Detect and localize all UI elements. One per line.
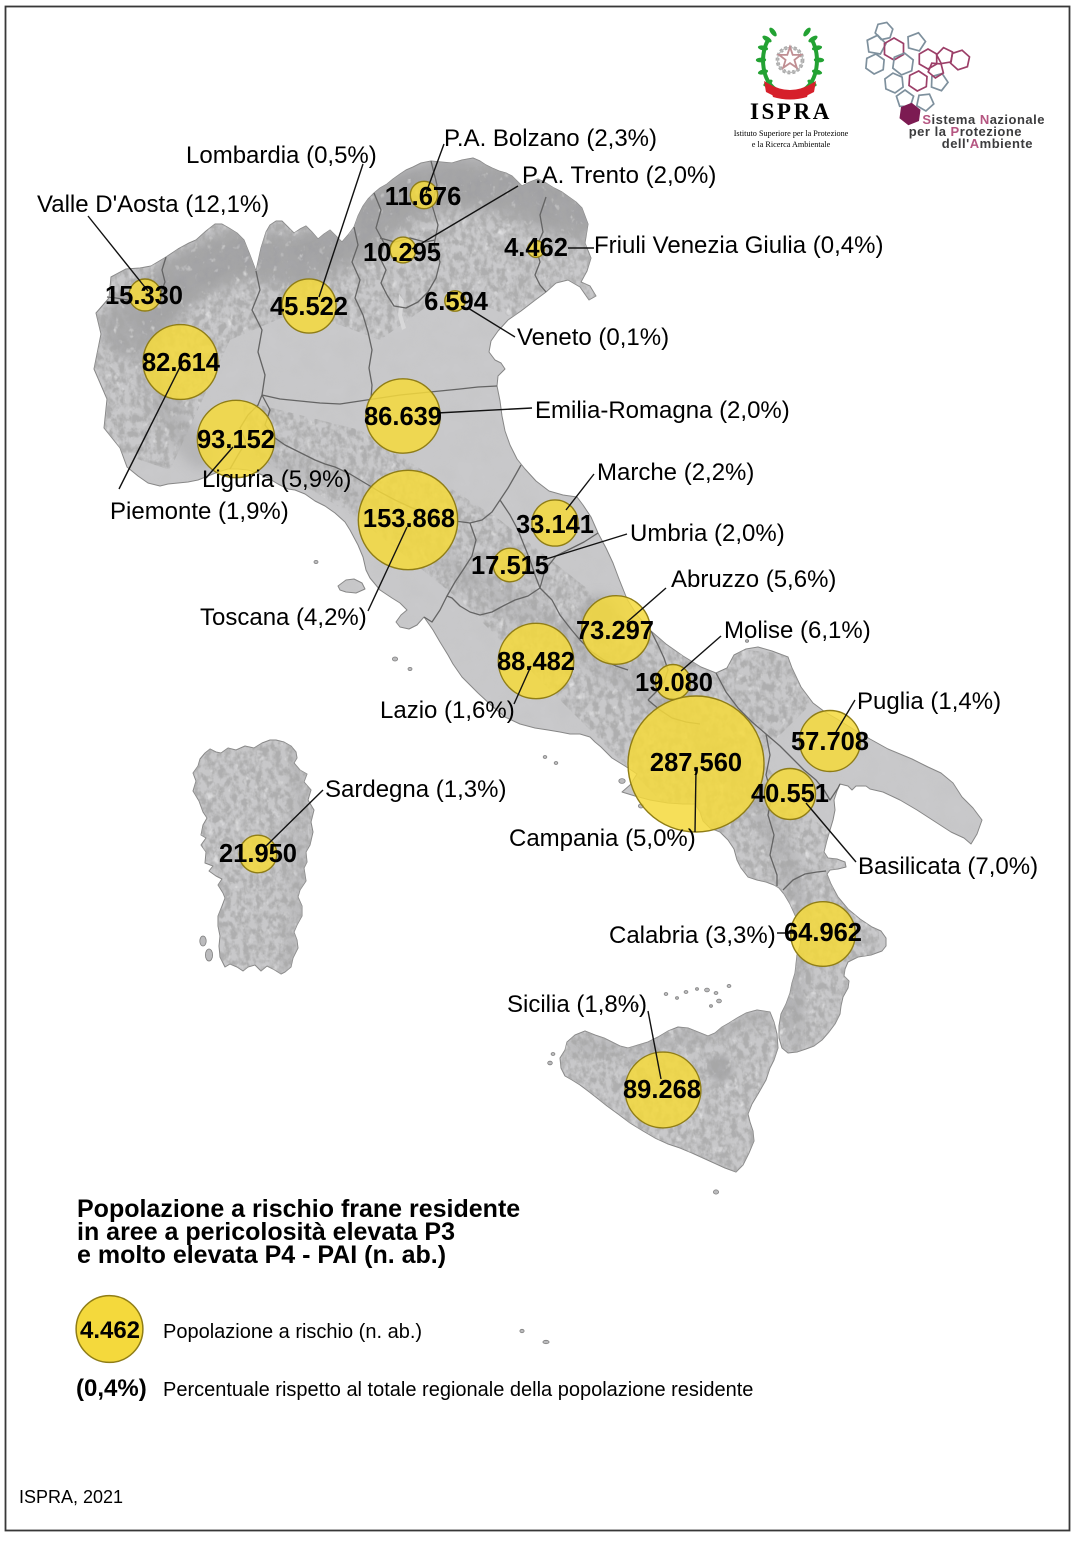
svg-text:Sistema Nazionale: Sistema Nazionale [922, 112, 1045, 127]
svg-text:e molto elevata P4 - PAI (n. a: e molto elevata P4 - PAI (n. ab.) [77, 1241, 446, 1269]
svg-text:Toscana (4,2%): Toscana (4,2%) [200, 604, 367, 631]
svg-text:Umbria (2,0%): Umbria (2,0%) [630, 520, 785, 547]
svg-text:4.462: 4.462 [80, 1317, 140, 1344]
svg-text:P.A. Bolzano (2,3%): P.A. Bolzano (2,3%) [444, 125, 657, 152]
svg-text:21.950: 21.950 [219, 840, 297, 868]
svg-text:Liguria (5,9%): Liguria (5,9%) [202, 466, 351, 493]
svg-text:88.482: 88.482 [497, 648, 575, 676]
svg-text:Valle D'Aosta (12,1%): Valle D'Aosta (12,1%) [37, 191, 269, 218]
svg-text:17.515: 17.515 [471, 552, 549, 580]
svg-text:Marche (2,2%): Marche (2,2%) [597, 459, 754, 486]
svg-text:33.141: 33.141 [516, 511, 594, 539]
svg-text:Lombardia (0,5%): Lombardia (0,5%) [186, 142, 377, 169]
svg-text:Sardegna (1,3%): Sardegna (1,3%) [325, 776, 506, 803]
svg-text:89.268: 89.268 [623, 1076, 701, 1104]
svg-text:Friuli Venezia Giulia (0,4%): Friuli Venezia Giulia (0,4%) [594, 232, 883, 259]
svg-text:287,560: 287,560 [650, 749, 742, 777]
svg-text:(0,4%): (0,4%) [76, 1375, 147, 1402]
svg-text:73.297: 73.297 [576, 617, 654, 645]
svg-text:Lazio (1,6%): Lazio (1,6%) [380, 697, 515, 724]
svg-text:Veneto (0,1%): Veneto (0,1%) [517, 324, 669, 351]
svg-text:6.594: 6.594 [424, 288, 489, 316]
svg-text:per la Protezione: per la Protezione [909, 124, 1022, 139]
svg-text:Puglia (1,4%): Puglia (1,4%) [857, 688, 1001, 715]
svg-text:ISPRA, 2021: ISPRA, 2021 [19, 1487, 123, 1507]
svg-text:in aree a pericolosità elevata: in aree a pericolosità elevata P3 [77, 1218, 455, 1246]
svg-text:Molise (6,1%): Molise (6,1%) [724, 617, 871, 644]
svg-text:64.962: 64.962 [784, 919, 862, 947]
svg-text:dell'Ambiente: dell'Ambiente [942, 136, 1033, 151]
svg-text:Istituto Superiore per la Prot: Istituto Superiore per la Protezione [734, 129, 849, 138]
svg-text:Emilia-Romagna (2,0%): Emilia-Romagna (2,0%) [535, 397, 790, 424]
svg-text:45.522: 45.522 [270, 293, 348, 321]
svg-text:40.551: 40.551 [751, 780, 829, 808]
svg-text:Sicilia (1,8%): Sicilia (1,8%) [507, 991, 647, 1018]
svg-text:15.330: 15.330 [105, 282, 183, 310]
svg-text:19.080: 19.080 [635, 669, 713, 697]
svg-text:4.462: 4.462 [504, 234, 568, 262]
svg-text:11.676: 11.676 [385, 183, 462, 211]
svg-text:ISPRA: ISPRA [750, 99, 832, 124]
svg-text:P.A. Trento (2,0%): P.A. Trento (2,0%) [522, 162, 716, 189]
svg-text:93.152: 93.152 [197, 426, 275, 454]
svg-text:Percentuale rispetto al totale: Percentuale rispetto al totale regionale… [163, 1379, 753, 1401]
svg-text:82.614: 82.614 [142, 349, 221, 377]
svg-text:Abruzzo (5,6%): Abruzzo (5,6%) [671, 566, 836, 593]
svg-text:e la Ricerca Ambientale: e la Ricerca Ambientale [752, 140, 831, 149]
svg-text:153.868: 153.868 [363, 505, 455, 533]
svg-text:Campania (5,0%): Campania (5,0%) [509, 825, 696, 852]
svg-text:86.639: 86.639 [364, 403, 442, 431]
svg-text:Basilicata (7,0%): Basilicata (7,0%) [858, 853, 1038, 880]
svg-text:Calabria (3,3%): Calabria (3,3%) [609, 922, 776, 949]
svg-text:10.295: 10.295 [363, 239, 441, 267]
svg-text:57.708: 57.708 [791, 728, 869, 756]
svg-text:Popolazione a rischio frane re: Popolazione a rischio frane residente [77, 1195, 520, 1223]
svg-text:Piemonte (1,9%): Piemonte (1,9%) [110, 498, 289, 525]
svg-text:Popolazione a rischio (n. ab.): Popolazione a rischio (n. ab.) [163, 1321, 422, 1343]
